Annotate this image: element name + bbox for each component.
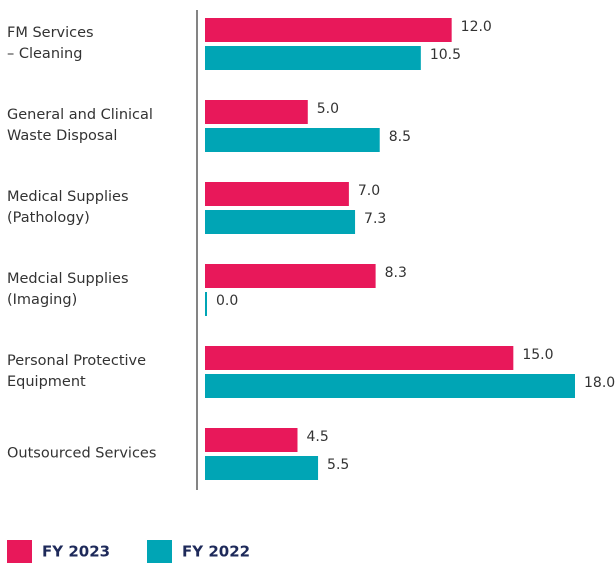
category-label: General and Clinical Waste Disposal xyxy=(7,107,153,144)
value-label: 18.0 xyxy=(584,375,615,391)
value-label: 10.5 xyxy=(430,47,461,63)
value-label: 7.3 xyxy=(364,211,386,227)
legend-swatch xyxy=(7,540,32,563)
value-label: 12.0 xyxy=(461,19,492,35)
value-label: 5.5 xyxy=(327,457,349,473)
bar xyxy=(205,456,319,480)
category-label: Medcial Supplies (Imaging) xyxy=(7,271,129,308)
bar xyxy=(205,374,575,398)
legend-label: FY 2022 xyxy=(182,543,250,561)
bar xyxy=(205,210,356,234)
bar xyxy=(205,128,380,152)
bar xyxy=(205,100,308,124)
value-label: 8.3 xyxy=(385,265,407,281)
category-label: Personal Protective Equipment xyxy=(7,353,147,390)
value-label: 4.5 xyxy=(307,429,329,445)
bar xyxy=(205,292,207,316)
legend-swatch xyxy=(147,540,172,563)
category-label: FM Services – Cleaning xyxy=(7,25,94,62)
value-label: 5.0 xyxy=(317,101,339,117)
bar xyxy=(205,264,376,288)
category-label: Medical Supplies (Pathology) xyxy=(7,189,129,226)
value-label: 7.0 xyxy=(358,183,380,199)
value-label: 8.5 xyxy=(389,129,411,145)
bar xyxy=(205,182,349,206)
legend-label: FY 2023 xyxy=(42,543,110,561)
bar xyxy=(205,346,514,370)
value-label: 0.0 xyxy=(216,293,238,309)
bar xyxy=(205,18,452,42)
category-label: Outsourced Services xyxy=(7,445,157,462)
bar xyxy=(205,428,298,452)
bar xyxy=(205,46,421,70)
value-label: 15.0 xyxy=(522,347,553,363)
